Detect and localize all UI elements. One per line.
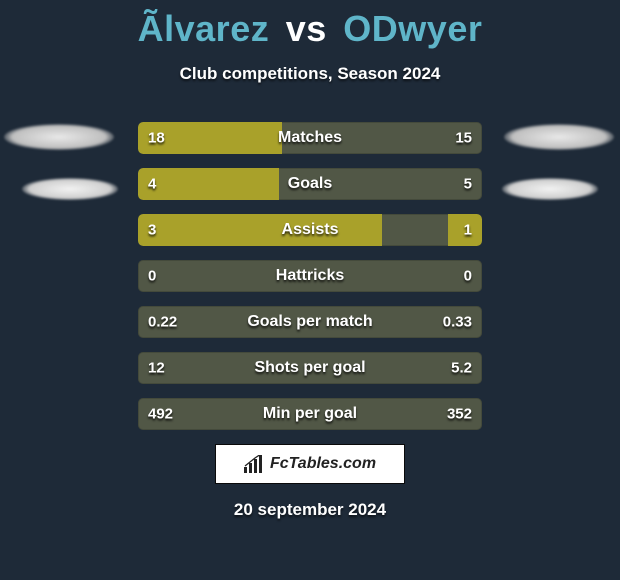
stat-bar: 0.22 0.33 Goals per match [138,306,482,338]
stat-label: Goals per match [247,313,372,331]
stat-label: Goals [288,175,332,193]
stat-label: Shots per goal [254,359,365,377]
brand-badge: FcTables.com [215,444,405,484]
stat-bar: 4 5 Goals [138,168,482,200]
stat-bar: 3 1 Assists [138,214,482,246]
stat-bar: 12 5.2 Shots per goal [138,352,482,384]
stat-value-right: 1 [464,222,472,239]
stat-label: Assists [282,221,339,239]
date-label: 20 september 2024 [234,500,386,520]
stat-value-right: 0.33 [443,314,472,331]
brand-chart-icon [244,455,264,473]
stat-value-left: 4 [148,176,156,193]
stat-value-right: 5.2 [451,360,472,377]
stat-bar: 492 352 Min per goal [138,398,482,430]
player1-shadow-bottom [22,178,118,200]
stat-value-left: 12 [148,360,165,377]
stat-value-left: 0 [148,268,156,285]
subtitle: Club competitions, Season 2024 [0,64,620,84]
stat-label: Min per goal [263,405,357,423]
stat-value-left: 0.22 [148,314,177,331]
player2-shadow-top [504,124,614,150]
brand-text: FcTables.com [270,455,376,473]
stat-value-right: 0 [464,268,472,285]
comparison-title: Ãlvarez vs ODwyer [0,0,620,50]
player2-name: ODwyer [343,8,482,49]
player2-shadow-bottom [502,178,598,200]
stat-value-left: 18 [148,130,165,147]
stat-fill-left [138,214,382,246]
stat-value-left: 492 [148,406,173,423]
player1-shadow-top [4,124,114,150]
stat-bar: 0 0 Hattricks [138,260,482,292]
stat-label: Hattricks [276,267,344,285]
stat-bar: 18 15 Matches [138,122,482,154]
stat-label: Matches [278,129,342,147]
player1-name: Ãlvarez [138,8,270,49]
stat-value-right: 352 [447,406,472,423]
stat-fill-left [138,168,279,200]
stat-value-right: 5 [464,176,472,193]
vs-separator: vs [280,8,333,49]
stat-value-right: 15 [455,130,472,147]
stat-value-left: 3 [148,222,156,239]
stats-bars: 18 15 Matches 4 5 Goals 3 1 Assists 0 0 Hattricks 0.… [138,122,482,444]
